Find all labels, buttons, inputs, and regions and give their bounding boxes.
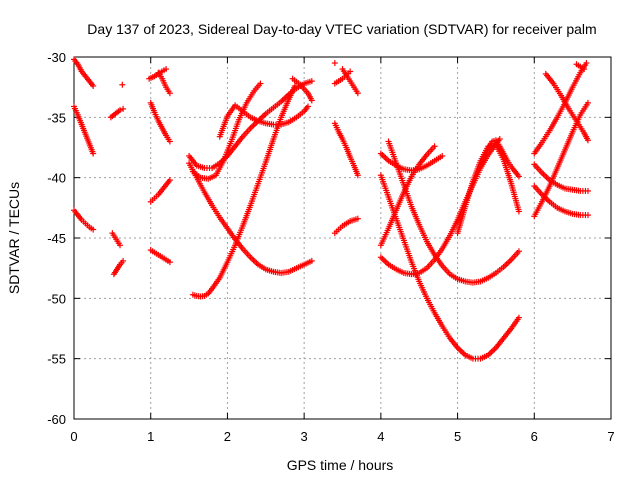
y-tick-label: -55 [47, 352, 66, 367]
data-point [119, 81, 126, 88]
data-point [120, 257, 127, 264]
data-point [308, 257, 315, 264]
y-axis-label: SDTVAR / TECUs [6, 182, 22, 294]
y-tick-label: -35 [47, 110, 66, 125]
data-point [166, 177, 173, 184]
x-tick-label: 6 [531, 429, 538, 444]
chart-title: Day 137 of 2023, Sidereal Day-to-day VTE… [87, 21, 596, 37]
y-tick-label: -50 [47, 291, 66, 306]
data-point [347, 68, 354, 75]
data-point [304, 103, 311, 110]
data-point [584, 99, 591, 106]
y-tick-label: -40 [47, 171, 66, 186]
data-point [90, 226, 97, 233]
y-tick-labels: -60 -55 -50 -45 -40 -35 -30 [47, 50, 66, 427]
x-tick-label: 2 [224, 429, 231, 444]
data-point [584, 212, 591, 219]
data-point [439, 152, 446, 159]
data-point [117, 107, 124, 114]
x-tick-label: 4 [377, 429, 384, 444]
axis-ticks [73, 56, 612, 420]
data-point [90, 150, 97, 157]
data-point [515, 314, 522, 321]
data-point [581, 66, 588, 73]
data-points [71, 56, 591, 362]
data-point [515, 248, 522, 255]
data-point [584, 187, 591, 194]
data-point [308, 78, 315, 85]
x-axis-label: GPS time / hours [287, 457, 394, 473]
y-tick-label: -45 [47, 231, 66, 246]
y-tick-label: -60 [47, 412, 66, 427]
data-point [431, 143, 438, 150]
data-point [117, 242, 124, 249]
data-point [515, 208, 522, 215]
x-tick-label: 5 [454, 429, 461, 444]
data-point [354, 172, 361, 179]
data-point [166, 259, 173, 266]
data-point [163, 66, 170, 73]
x-tick-label: 1 [147, 429, 154, 444]
data-point [90, 82, 97, 89]
x-tick-label: 3 [301, 429, 308, 444]
y-tick-label: -30 [47, 50, 66, 65]
data-point [354, 215, 361, 222]
data-point [257, 80, 264, 87]
x-tick-label: 7 [607, 429, 614, 444]
data-point [354, 90, 361, 97]
data-point [166, 90, 173, 97]
x-tick-label: 0 [70, 429, 77, 444]
x-tick-labels: 0 1 2 3 4 5 6 7 [70, 429, 614, 444]
data-point [496, 136, 503, 143]
data-point [583, 60, 590, 67]
data-point [308, 97, 315, 104]
data-point [120, 105, 127, 112]
data-point [166, 138, 173, 145]
data-point [331, 60, 338, 67]
data-point [515, 173, 522, 180]
data-point [584, 137, 591, 144]
